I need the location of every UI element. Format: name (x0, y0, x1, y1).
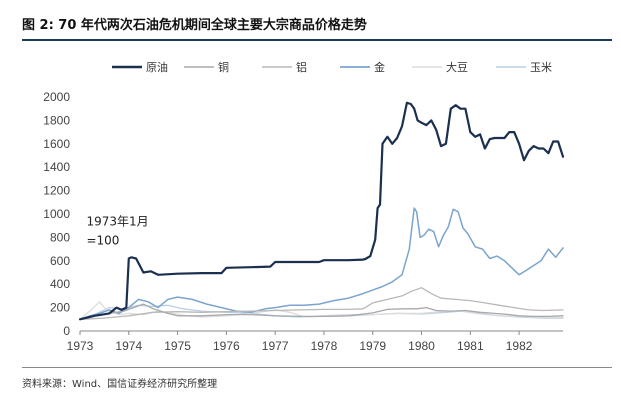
title-bar: 图 2: 70 年代两次石油危机期间全球主要大宗商品价格走势 (22, 12, 612, 41)
figure-title: 图 2: 70 年代两次石油危机期间全球主要大宗商品价格走势 (22, 18, 367, 33)
y-tick-label: 0 (63, 324, 70, 338)
x-tick-label: 1973 (67, 339, 94, 353)
x-tick-label: 1979 (359, 339, 386, 353)
y-tick-label: 1400 (43, 160, 70, 174)
x-tick-label: 1977 (262, 339, 289, 353)
series-line-铜 (79, 303, 564, 320)
legend-label: 玉米 (530, 61, 552, 74)
legend-label: 金 (374, 60, 385, 74)
legend-label: 铜 (218, 60, 229, 74)
title-divider (22, 39, 612, 41)
annotation-text: =100 (86, 234, 119, 248)
legend-label: 大豆 (446, 60, 468, 74)
x-tick-label: 1981 (457, 339, 484, 353)
x-tick-label: 1974 (115, 339, 142, 353)
x-tick-label: 1982 (506, 339, 533, 353)
source-note: 资料来源：Wind、国信证券经济研究所整理 (22, 379, 218, 390)
x-tick-label: 1976 (213, 339, 240, 353)
y-tick-label: 400 (50, 277, 70, 291)
series-line-金 (79, 207, 564, 321)
y-tick-label: 600 (50, 254, 70, 268)
series-line-铝 (79, 287, 564, 320)
y-tick-label: 1000 (43, 207, 70, 221)
legend-label: 铝 (296, 60, 307, 74)
y-tick-label: 1600 (43, 137, 70, 151)
legend-label: 原油 (146, 60, 168, 74)
y-tick-label: 200 (50, 301, 70, 315)
x-tick-label: 1975 (164, 339, 191, 353)
series-line-原油 (78, 101, 565, 321)
y-tick-label: 1800 (43, 113, 70, 127)
x-tick-label: 1980 (408, 339, 435, 353)
line-chart: 0 200 400 600 800 1000 1200 1400 1600 1800 2000 197… (43, 60, 565, 353)
x-tick-label: 1978 (311, 339, 338, 353)
y-tick-label: 2000 (43, 90, 70, 104)
y-tick-label: 1200 (43, 184, 70, 198)
annotation-text: 1973年1月 (86, 215, 148, 229)
y-tick-label: 800 (50, 230, 70, 244)
source-divider (22, 367, 612, 368)
